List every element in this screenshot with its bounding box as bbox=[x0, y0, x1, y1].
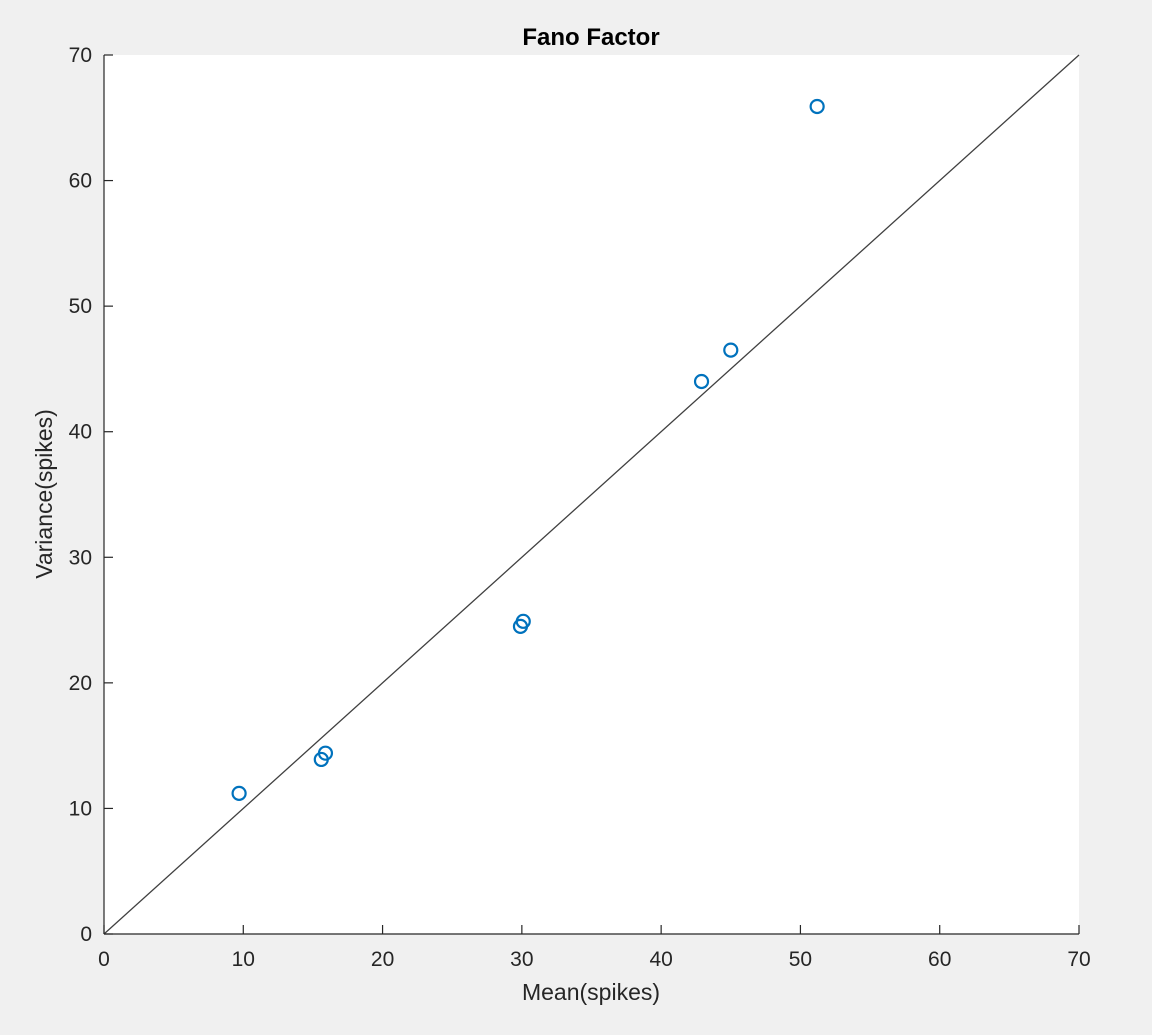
chart-ticks: 0 10 20 30 40 50 60 70 0 10 20 30 40 50 60 70 bbox=[69, 44, 1091, 971]
y-axis-label: Variance(spikes) bbox=[31, 409, 57, 579]
x-tick-label: 20 bbox=[371, 948, 394, 971]
x-tick-label: 30 bbox=[510, 948, 533, 971]
x-axis-label: Mean(spikes) bbox=[522, 979, 660, 1005]
data-point bbox=[723, 342, 739, 358]
data-point bbox=[317, 745, 334, 761]
y-tick-label: 60 bbox=[69, 170, 92, 193]
data-point bbox=[809, 98, 825, 115]
chart-axes bbox=[103, 55, 1079, 935]
x-tick-label: 50 bbox=[789, 948, 812, 971]
chart-marks bbox=[103, 54, 1080, 935]
data-point bbox=[515, 613, 531, 629]
data-point bbox=[231, 785, 247, 801]
data-point bbox=[693, 373, 710, 390]
y-tick-label: 10 bbox=[69, 797, 92, 820]
y-tick-label: 30 bbox=[69, 546, 92, 569]
x-tick-label: 70 bbox=[1067, 948, 1090, 971]
y-tick-label: 0 bbox=[80, 923, 92, 946]
x-tick-label: 0 bbox=[98, 948, 110, 971]
y-tick-label: 50 bbox=[69, 295, 92, 318]
y-tick-label: 20 bbox=[69, 672, 92, 695]
x-tick-label: 40 bbox=[649, 948, 672, 971]
y-tick-label: 40 bbox=[69, 421, 92, 444]
identity-line bbox=[103, 54, 1080, 935]
y-tick-label: 70 bbox=[69, 44, 92, 67]
chart-title: Fano Factor bbox=[522, 24, 659, 51]
x-tick-label: 10 bbox=[232, 948, 255, 971]
x-tick-label: 60 bbox=[928, 948, 951, 971]
